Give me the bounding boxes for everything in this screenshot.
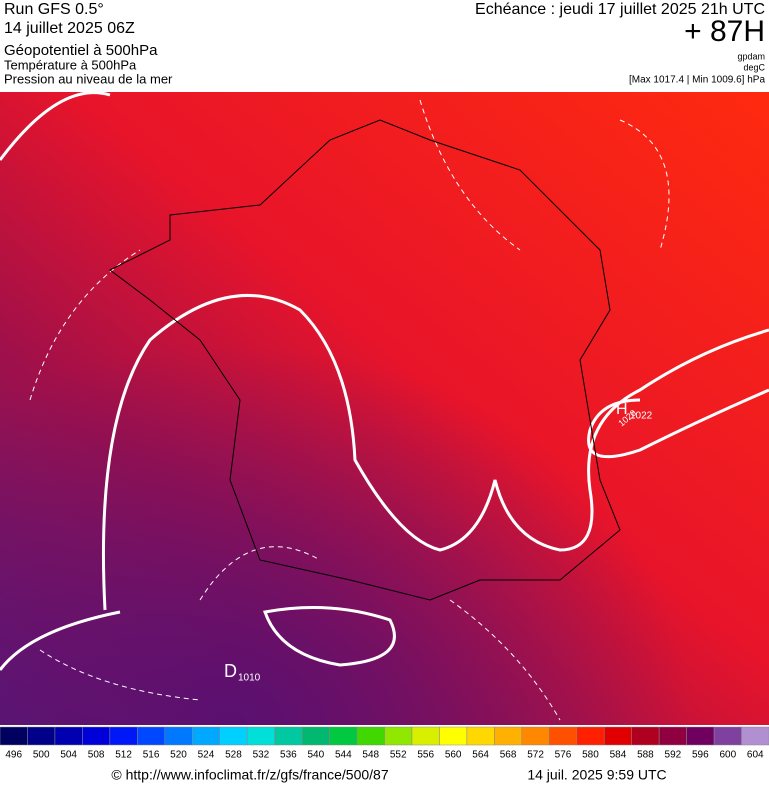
scale-swatch xyxy=(301,726,330,746)
scale-label: 600 xyxy=(719,750,736,761)
scale-label: 552 xyxy=(390,750,407,761)
scale-label: 588 xyxy=(637,750,654,761)
map-field xyxy=(0,92,769,725)
scale-label: 564 xyxy=(472,750,489,761)
scale-label: 516 xyxy=(143,750,160,761)
scale-swatch xyxy=(741,726,769,746)
unit: gpdam xyxy=(737,51,765,61)
scale-swatch xyxy=(192,726,220,746)
pressure-range: [Max 1017.4 | Min 1009.6] hPa xyxy=(629,75,765,86)
pressure-label: 1022 xyxy=(630,411,653,422)
scale-swatch xyxy=(27,726,56,746)
scale-label: 524 xyxy=(198,750,215,761)
scale-swatch xyxy=(439,726,468,746)
pressure-label: 1010 xyxy=(238,673,261,684)
scale-swatch xyxy=(686,726,715,746)
scale-label: 512 xyxy=(115,750,132,761)
isobar xyxy=(0,91,111,161)
low-label: D xyxy=(224,661,237,681)
scale-swatch xyxy=(494,726,523,746)
scale-swatch xyxy=(82,726,111,746)
scale-swatch xyxy=(631,726,660,746)
source: © http://www.infoclimat.fr/z/gfs/france/… xyxy=(111,767,388,783)
scale-swatch xyxy=(356,726,385,746)
isobar xyxy=(0,610,121,671)
isobar xyxy=(101,293,769,611)
scale-label: 496 xyxy=(5,750,22,761)
field: Température à 500hPa xyxy=(4,57,137,72)
field: Géopotentiel à 500hPa xyxy=(4,42,158,59)
lead-time: + 87H xyxy=(684,15,765,48)
scale-swatch xyxy=(466,726,495,746)
scale-swatch xyxy=(411,726,440,746)
scale-label: 528 xyxy=(225,750,242,761)
scale-label: 536 xyxy=(280,750,297,761)
scale-label: 576 xyxy=(555,750,572,761)
scale-swatch xyxy=(329,726,358,746)
isotherm xyxy=(29,99,670,721)
scale-label: 544 xyxy=(335,750,352,761)
scale-swatch xyxy=(54,726,83,746)
scale-label: 580 xyxy=(582,750,599,761)
run: Run GFS 0.5° xyxy=(4,1,104,18)
scale-label: 584 xyxy=(610,750,627,761)
scale-label: 508 xyxy=(88,750,105,761)
scale-label: 540 xyxy=(307,750,324,761)
map: H 1022 1020 D 1010 xyxy=(0,91,769,725)
coastline xyxy=(109,119,621,601)
scale-label: 548 xyxy=(362,750,379,761)
high-label: H xyxy=(616,401,628,418)
scale-label: 568 xyxy=(500,750,517,761)
scale-swatch xyxy=(603,726,632,746)
scale-label: 520 xyxy=(170,750,187,761)
scale-label: 556 xyxy=(417,750,434,761)
scale-swatch xyxy=(219,726,248,746)
field: Pression au niveau de la mer xyxy=(4,71,173,86)
scale-label: 592 xyxy=(665,750,682,761)
scale-label: 604 xyxy=(747,750,764,761)
scale-swatch xyxy=(246,726,275,746)
scale-label: 560 xyxy=(445,750,462,761)
scale-swatch xyxy=(521,726,550,746)
scale-label: 504 xyxy=(60,750,77,761)
scale-label: 572 xyxy=(527,750,544,761)
scale-swatch xyxy=(576,726,605,746)
color-scale: 496 500 504 508 512 516 520 524 528 532 536 540 544 5… xyxy=(0,726,769,761)
scale-swatch xyxy=(549,726,577,746)
scale-swatch xyxy=(658,726,687,746)
run-date: 14 juillet 2025 06Z xyxy=(4,20,135,37)
scale-swatch xyxy=(137,726,166,746)
scale-label: 532 xyxy=(253,750,270,761)
scale-swatch xyxy=(109,726,138,746)
isobar xyxy=(263,606,396,667)
scale-swatch xyxy=(0,726,28,746)
scale-swatch xyxy=(713,726,742,746)
scale-swatch xyxy=(164,726,193,746)
scale-swatch xyxy=(384,726,413,746)
scale-label: 596 xyxy=(692,750,709,761)
isobar xyxy=(587,388,769,459)
valid-time: Echéance : jeudi 17 juillet 2025 21h UTC xyxy=(475,1,765,18)
scale-swatch xyxy=(274,726,303,746)
timestamp: 14 juil. 2025 9:59 UTC xyxy=(527,767,666,783)
unit: degC xyxy=(743,62,765,72)
scale-label: 500 xyxy=(33,750,50,761)
